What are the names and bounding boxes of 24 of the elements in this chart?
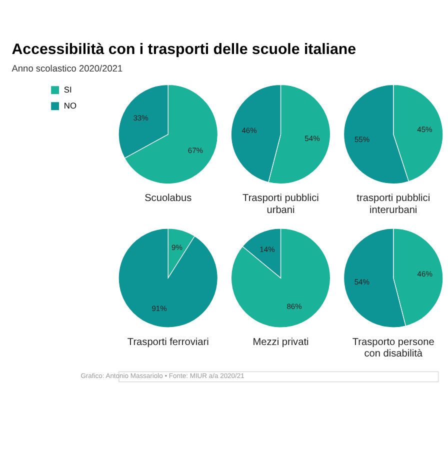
text: Scuolabus: [144, 193, 192, 204]
data-label: 67%: [188, 146, 204, 155]
pie-slice: [118, 228, 218, 328]
data-label: 55%: [354, 134, 370, 144]
chart-title: Accessibilità con i trasporti delle scuole italiane: [12, 40, 356, 58]
data-label: 54%: [354, 278, 370, 286]
data-label: 33%: [133, 114, 149, 123]
legend-label: SI: [64, 84, 72, 95]
data-label: 86%: [286, 302, 302, 312]
data-label: 46%: [242, 126, 258, 135]
pie-slice: [230, 228, 331, 328]
text: Mezzi privati: [252, 336, 309, 348]
data-label: 9%: [172, 243, 183, 252]
data-label: 45%: [417, 124, 433, 134]
chart-subtitle: Anno scolastico 2020/2021: [12, 64, 123, 74]
data-label: 91%: [152, 304, 168, 313]
text: Trasporto persone con disabilità: [352, 336, 435, 360]
text: trasporti pubblici interurbani: [356, 193, 430, 216]
data-label: 14%: [260, 244, 276, 254]
text: Trasporti ferroviari: [127, 336, 209, 348]
data-label: 46%: [417, 270, 433, 279]
legend-label: NO: [64, 100, 77, 111]
data-label: 54%: [304, 134, 320, 143]
text: Trasporti pubblici urbani: [242, 193, 319, 216]
